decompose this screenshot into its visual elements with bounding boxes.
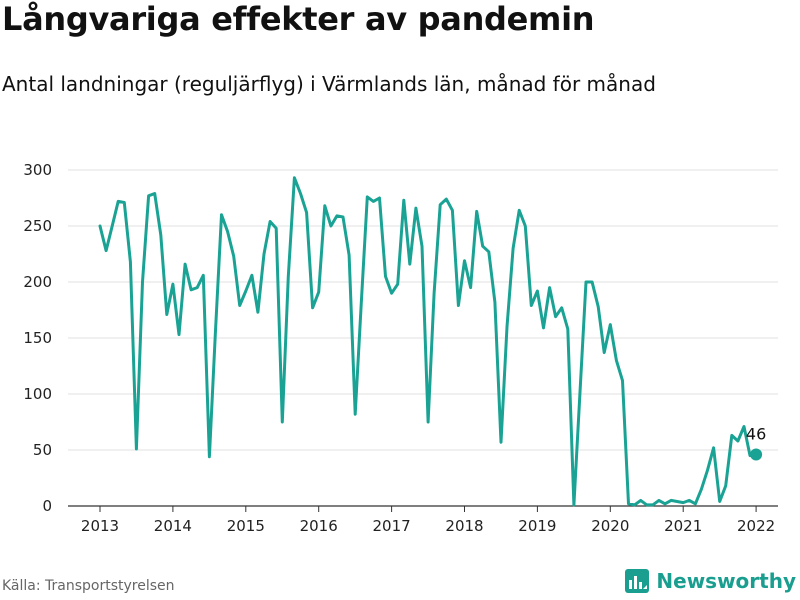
x-tick-label: 2013 [81, 517, 119, 535]
y-tick-label: 0 [42, 497, 52, 515]
y-tick-label: 300 [23, 161, 52, 179]
x-tick-label: 2015 [227, 517, 265, 535]
series-layer: 46 [98, 176, 766, 507]
y-tick-label: 250 [23, 217, 52, 235]
x-tick-label: 2016 [300, 517, 338, 535]
x-tick-label: 2017 [373, 517, 411, 535]
y-tick-label: 200 [23, 273, 52, 291]
source-note: Källa: Transportstyrelsen [2, 578, 175, 594]
x-tick-label: 2020 [591, 517, 629, 535]
x-tick-label: 2019 [518, 517, 556, 535]
x-tick-label: 2021 [664, 517, 702, 535]
y-tick-label: 150 [23, 329, 52, 347]
series-line [98, 176, 758, 507]
last-value-label: 46 [746, 424, 766, 443]
y-tick-label: 100 [23, 385, 52, 403]
newsworthy-logo-icon [625, 569, 650, 593]
brand-name: Newsworthy [656, 569, 796, 593]
x-tick-label: 2018 [445, 517, 483, 535]
brand-logo[interactable]: Newsworthy [624, 568, 796, 594]
y-tick-label: 50 [33, 441, 52, 459]
chart-subtitle: Antal landningar (reguljärflyg) i Värmla… [2, 72, 656, 96]
last-value-marker [750, 448, 763, 461]
x-tick-label: 2014 [154, 517, 192, 535]
x-tick-label: 2022 [737, 517, 775, 535]
chart-title: Långvariga effekter av pandemin [2, 0, 595, 38]
gridlines [68, 169, 778, 507]
x-axis: 2013 2014 2015 2016 2017 2018 2019 2020 2021 2022 [81, 506, 775, 535]
y-axis: 0 50 100 150 200 250 300 [23, 161, 52, 515]
